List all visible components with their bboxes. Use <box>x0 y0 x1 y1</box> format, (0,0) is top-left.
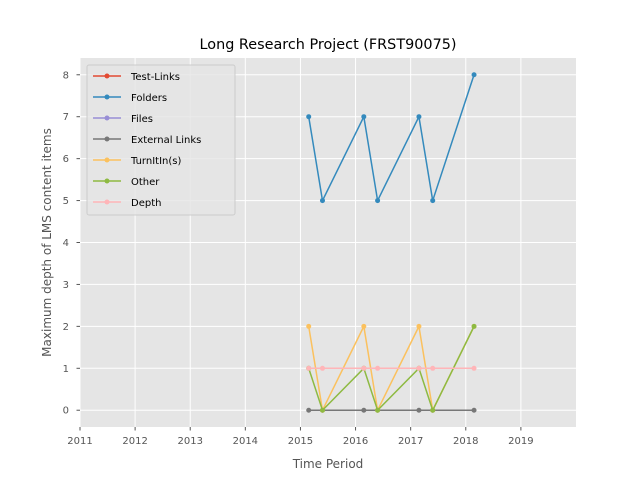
legend-entry: Folders <box>131 93 167 104</box>
x-axis-label: Time Period <box>292 457 364 471</box>
legend-entry: Test-Links <box>130 72 180 83</box>
x-tick-label: 2016 <box>343 436 368 447</box>
data-point <box>319 198 325 204</box>
x-tick-label: 2012 <box>122 436 147 447</box>
data-point <box>361 407 367 413</box>
data-point <box>361 365 367 371</box>
data-point <box>375 365 381 371</box>
data-point <box>416 323 422 329</box>
legend-entry: Other <box>131 177 160 188</box>
x-tick-label: 2017 <box>398 436 423 447</box>
data-point <box>306 114 312 120</box>
legend-entry: Depth <box>131 198 161 209</box>
y-tick-label: 1 <box>63 364 69 375</box>
legend-marker <box>104 115 110 121</box>
data-point <box>471 72 477 78</box>
chart-title: Long Research Project (FRST90075) <box>200 37 457 53</box>
legend-marker <box>104 199 110 205</box>
data-point <box>375 198 381 204</box>
data-point <box>319 407 325 413</box>
data-point <box>416 407 422 413</box>
y-tick-label: 4 <box>63 238 69 249</box>
y-tick-label: 2 <box>63 322 69 333</box>
x-tick-label: 2011 <box>67 436 92 447</box>
x-tick-labels: 2011 2012 2013 2014 2015 2016 2017 2018 2019 <box>67 427 534 447</box>
x-tick-label: 2015 <box>288 436 313 447</box>
legend-entry: TurnItIn(s) <box>130 156 181 167</box>
y-tick-label: 8 <box>63 70 69 81</box>
data-point <box>361 114 367 120</box>
data-point <box>361 323 367 329</box>
x-tick-label: 2019 <box>508 436 533 447</box>
data-point <box>471 407 477 413</box>
legend-entry: Files <box>131 114 153 125</box>
y-tick-label: 5 <box>63 196 69 207</box>
x-tick-label: 2018 <box>453 436 478 447</box>
data-point <box>416 114 422 120</box>
x-tick-label: 2014 <box>233 436 258 447</box>
y-tick-label: 6 <box>63 154 69 165</box>
data-point <box>471 323 477 329</box>
y-tick-label: 7 <box>63 112 69 123</box>
data-point <box>430 198 436 204</box>
legend-marker <box>104 157 110 163</box>
x-tick-label: 2013 <box>177 436 202 447</box>
y-tick-labels: 0 1 2 3 4 5 6 7 8 <box>63 70 80 417</box>
legend-marker <box>104 178 110 184</box>
y-axis-label: Maximum depth of LMS content items <box>40 128 54 357</box>
data-point <box>306 407 312 413</box>
data-point <box>319 365 325 371</box>
data-point <box>306 365 312 371</box>
data-point <box>430 365 436 371</box>
y-tick-label: 3 <box>63 280 69 291</box>
legend-marker <box>104 73 110 79</box>
legend: Test-Links Folders Files External Links Turn… <box>86 64 236 216</box>
y-tick-label: 0 <box>63 406 69 417</box>
legend-entry: External Links <box>131 135 201 146</box>
legend-box <box>86 64 236 216</box>
data-point <box>471 365 477 371</box>
legend-marker <box>104 136 110 142</box>
data-point <box>416 365 422 371</box>
legend-marker <box>104 94 110 100</box>
data-point <box>306 323 312 329</box>
data-point <box>430 407 436 413</box>
data-point <box>375 407 381 413</box>
series-layer <box>306 72 477 413</box>
